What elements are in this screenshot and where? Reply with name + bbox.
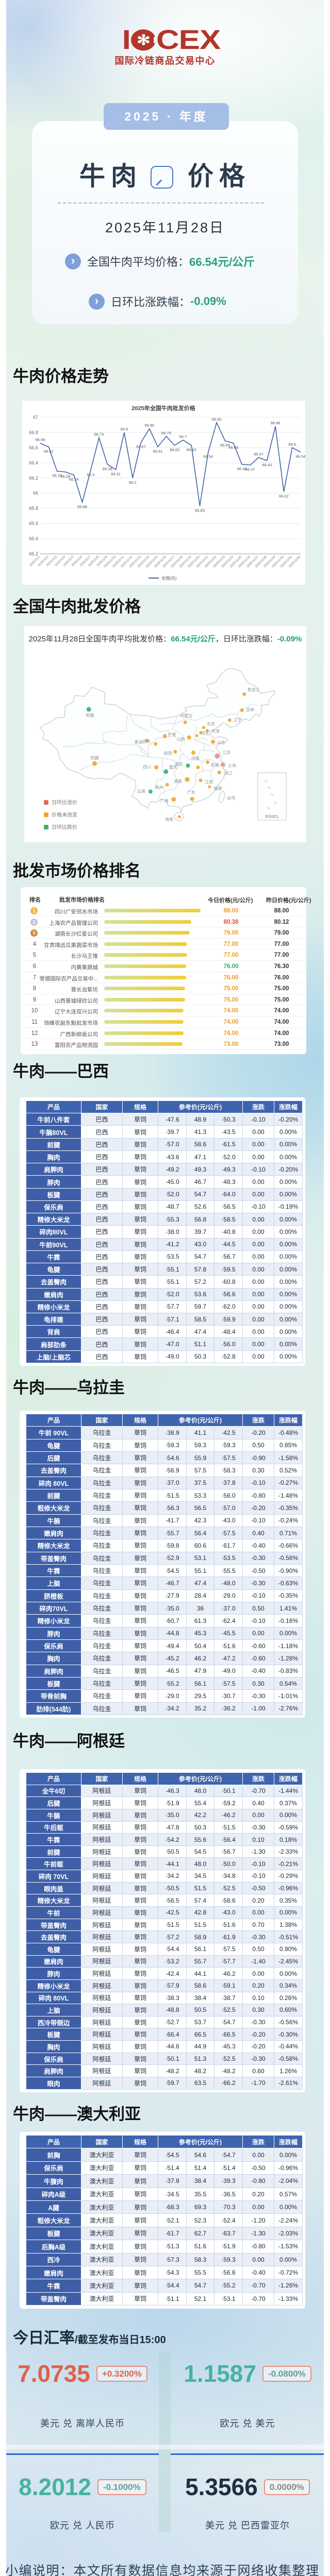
svg-text:山东: 山东 bbox=[217, 740, 225, 745]
svg-text:山西: 山西 bbox=[177, 736, 185, 741]
svg-text:65.2: 65.2 bbox=[29, 551, 38, 556]
svg-text:贵州: 贵州 bbox=[155, 785, 163, 790]
svg-text:吉林: 吉林 bbox=[246, 707, 254, 713]
svg-text:广东: 广东 bbox=[187, 790, 195, 795]
svg-text:青海: 青海 bbox=[134, 739, 142, 744]
svg-text:湖南: 湖南 bbox=[174, 778, 182, 784]
svg-text:66.54: 66.54 bbox=[296, 454, 305, 459]
svg-text:西藏: 西藏 bbox=[91, 755, 99, 760]
svg-text:陕西: 陕西 bbox=[164, 751, 172, 756]
svg-text:66.85: 66.85 bbox=[144, 423, 154, 428]
svg-text:2025年全国牛肉批发价格: 2025年全国牛肉批发价格 bbox=[131, 404, 195, 412]
svg-text:67: 67 bbox=[33, 415, 38, 420]
svg-text:海南: 海南 bbox=[165, 817, 173, 822]
svg-text:66: 66 bbox=[33, 490, 38, 496]
svg-text:北京: 北京 bbox=[207, 721, 215, 726]
svg-text:65.4: 65.4 bbox=[29, 536, 38, 541]
svg-text:66.02: 66.02 bbox=[279, 494, 289, 498]
svg-text:66.75: 66.75 bbox=[161, 431, 171, 435]
svg-text:66.67: 66.67 bbox=[136, 445, 146, 449]
svg-text:65.83: 65.83 bbox=[195, 508, 205, 513]
svg-text:66.54: 66.54 bbox=[203, 454, 213, 459]
svg-text:广西: 广西 bbox=[160, 799, 169, 804]
svg-text:福建: 福建 bbox=[213, 786, 222, 791]
svg-text:四川: 四川 bbox=[143, 765, 151, 769]
svg-text:66.38: 66.38 bbox=[103, 466, 112, 471]
svg-text:重庆: 重庆 bbox=[169, 765, 177, 770]
svg-text:66.6: 66.6 bbox=[288, 442, 296, 447]
svg-text:66.2: 66.2 bbox=[29, 476, 38, 481]
svg-text:66.73: 66.73 bbox=[94, 432, 104, 437]
svg-text:66.2: 66.2 bbox=[129, 480, 137, 485]
svg-text:宁夏: 宁夏 bbox=[168, 732, 176, 737]
svg-text:浙江: 浙江 bbox=[224, 770, 233, 775]
svg-text:湖北: 湖北 bbox=[175, 762, 183, 767]
svg-text:日环比涨价: 日环比涨价 bbox=[52, 800, 77, 806]
svg-text:新疆: 新疆 bbox=[86, 713, 94, 718]
svg-text:66.3: 66.3 bbox=[87, 472, 94, 477]
svg-text:65.8: 65.8 bbox=[29, 506, 38, 511]
svg-text:66.7: 66.7 bbox=[179, 434, 187, 439]
svg-text:南海诸岛: 南海诸岛 bbox=[265, 814, 278, 819]
svg-text:安徽: 安徽 bbox=[211, 762, 219, 767]
svg-text:甘肃: 甘肃 bbox=[142, 739, 151, 744]
svg-text:价格未改变: 价格未改变 bbox=[52, 811, 77, 818]
svg-text:66.31: 66.31 bbox=[111, 472, 121, 477]
svg-text:66.88: 66.88 bbox=[271, 421, 280, 426]
svg-text:上海: 上海 bbox=[228, 762, 236, 768]
svg-text:台湾: 台湾 bbox=[227, 795, 235, 800]
svg-text:河南: 河南 bbox=[191, 756, 200, 761]
svg-text:66.66: 66.66 bbox=[228, 445, 238, 450]
svg-text:66.38: 66.38 bbox=[237, 466, 247, 471]
svg-text:全国(元): 全国(元) bbox=[161, 575, 177, 581]
svg-text:云南: 云南 bbox=[137, 788, 145, 793]
svg-text:江苏: 江苏 bbox=[222, 750, 230, 755]
svg-text:66.37: 66.37 bbox=[245, 467, 255, 472]
svg-text:66.29: 66.29 bbox=[52, 473, 62, 478]
svg-text:66.4: 66.4 bbox=[29, 460, 38, 465]
svg-text:66.8: 66.8 bbox=[29, 430, 38, 435]
svg-text:66.61: 66.61 bbox=[153, 449, 163, 453]
svg-text:66.93: 66.93 bbox=[212, 417, 222, 421]
svg-text:66.28: 66.28 bbox=[61, 474, 71, 479]
svg-text:66.43: 66.43 bbox=[262, 463, 272, 467]
svg-text:天津: 天津 bbox=[211, 728, 220, 734]
svg-text:辽宁: 辽宁 bbox=[234, 717, 242, 722]
svg-text:河北: 河北 bbox=[201, 731, 209, 736]
svg-text:66.69: 66.69 bbox=[220, 443, 230, 448]
svg-text:66.47: 66.47 bbox=[254, 452, 263, 456]
svg-text:66.8: 66.8 bbox=[121, 427, 128, 431]
svg-text:66.6: 66.6 bbox=[29, 445, 38, 450]
svg-text:内蒙古: 内蒙古 bbox=[180, 713, 192, 718]
svg-text:65.6: 65.6 bbox=[29, 521, 38, 526]
svg-text:66.24: 66.24 bbox=[69, 477, 79, 482]
svg-text:江西: 江西 bbox=[205, 780, 213, 785]
svg-text:66.63: 66.63 bbox=[170, 448, 179, 452]
svg-text:66.61: 66.61 bbox=[44, 449, 54, 453]
svg-text:日环比跌价: 日环比跌价 bbox=[52, 824, 77, 831]
svg-text:黑龙江: 黑龙江 bbox=[248, 687, 260, 692]
svg-text:66.63: 66.63 bbox=[187, 448, 196, 452]
svg-text:66.66: 66.66 bbox=[36, 437, 45, 442]
svg-text:65.88: 65.88 bbox=[77, 504, 87, 509]
